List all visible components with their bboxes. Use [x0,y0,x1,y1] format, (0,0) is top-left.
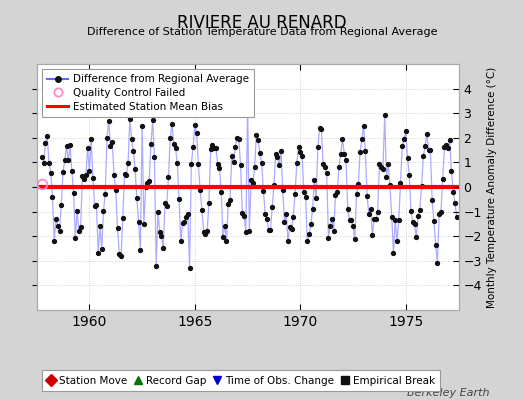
Legend: Difference from Regional Average, Quality Control Failed, Estimated Station Mean: Difference from Regional Average, Qualit… [42,69,254,117]
Text: RIVIERE AU RENARD: RIVIERE AU RENARD [177,14,347,32]
Legend: Station Move, Record Gap, Time of Obs. Change, Empirical Break: Station Move, Record Gap, Time of Obs. C… [41,370,441,391]
Text: Berkeley Earth: Berkeley Earth [408,388,490,398]
Y-axis label: Monthly Temperature Anomaly Difference (°C): Monthly Temperature Anomaly Difference (… [487,66,497,308]
Text: Difference of Station Temperature Data from Regional Average: Difference of Station Temperature Data f… [87,27,437,37]
